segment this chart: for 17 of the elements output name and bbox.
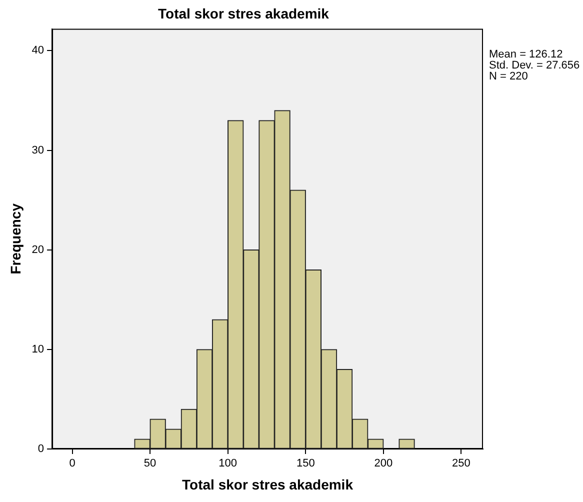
x-tick-label: 100 [218, 458, 238, 470]
x-tick-label: 200 [374, 458, 393, 470]
y-tick-label: 40 [32, 44, 44, 57]
x-tick-label: 50 [144, 458, 156, 470]
y-tick-label: 10 [32, 343, 44, 356]
x-axis-title: Total skor stres akademik [182, 476, 354, 492]
x-tick-label: 0 [69, 458, 76, 470]
y-tick-label: 0 [38, 443, 44, 456]
y-tick-label: 30 [32, 144, 44, 156]
text: N = 220 [489, 70, 528, 82]
x-tick-label: 250 [452, 458, 470, 470]
y-tick-label: 20 [32, 244, 44, 256]
text: Std. Dev. = 27.656 [489, 59, 580, 72]
x-tick-label: 150 [296, 458, 315, 470]
text: Mean = 126.12 [489, 48, 563, 60]
chart-title: Total skor stres akademik [158, 5, 330, 22]
y-axis-title: Frequency [7, 203, 24, 274]
